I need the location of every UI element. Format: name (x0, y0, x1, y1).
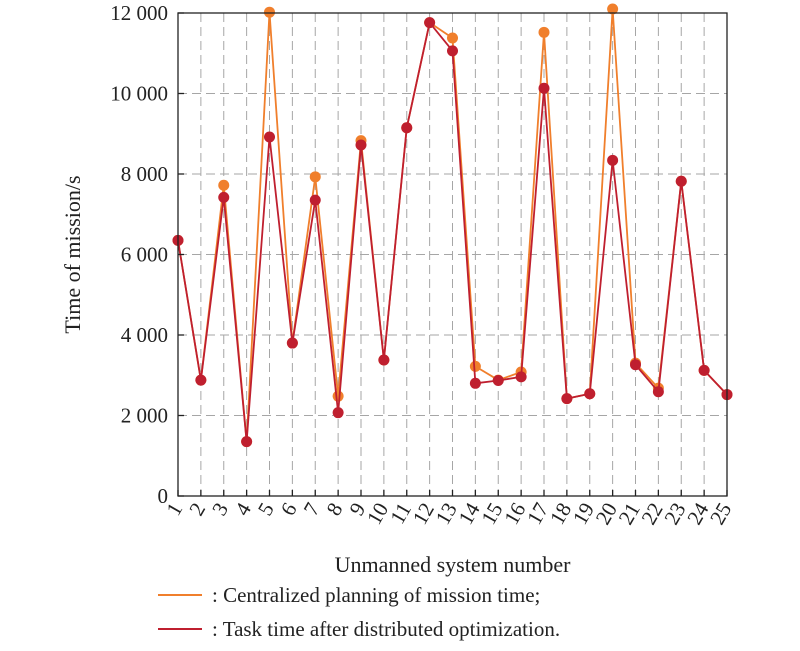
data-point (241, 436, 253, 448)
data-point (561, 393, 573, 405)
data-point (447, 45, 458, 57)
grid (178, 13, 727, 496)
x-tick-label: 6 (276, 499, 302, 520)
data-point (355, 139, 367, 151)
data-point (332, 407, 344, 419)
x-tick-label: 5 (253, 499, 279, 520)
y-tick-label: 10 000 (110, 82, 168, 106)
data-point (264, 6, 275, 18)
y-tick-label: 8 000 (121, 162, 168, 186)
data-point (675, 175, 687, 187)
data-point (332, 390, 344, 402)
data-point (538, 26, 550, 38)
data-point (447, 32, 458, 44)
y-axis-title: Time of mission/s (60, 175, 85, 333)
x-tick-label: 7 (299, 499, 325, 520)
data-point (401, 122, 413, 134)
x-tick-label: 4 (230, 498, 256, 520)
legend-label-centralized: : Centralized planning of mission time; (212, 583, 540, 607)
data-point (309, 171, 321, 183)
data-point (309, 194, 321, 206)
data-point (515, 371, 527, 383)
data-point (469, 377, 481, 389)
data-point (424, 17, 436, 29)
data-point (652, 386, 664, 398)
data-point (584, 388, 596, 400)
y-tick-label: 12 000 (110, 1, 168, 25)
y-tick-label: 6 000 (121, 243, 168, 267)
data-point (469, 360, 481, 372)
x-tick-label: 3 (207, 499, 233, 520)
data-point (218, 179, 230, 191)
x-tick-label: 1 (161, 499, 187, 520)
y-tick-label: 2 000 (121, 404, 168, 428)
data-point (698, 364, 710, 376)
y-tick-label: 0 (158, 484, 169, 508)
series-layer (172, 3, 733, 448)
data-point (538, 82, 550, 94)
y-axis-ticks: 0 2 000 4 000 6 000 8 000 10 000 12 000 (110, 1, 184, 508)
data-point (264, 131, 275, 143)
data-point (492, 374, 504, 386)
legend: : Centralized planning of mission time; … (158, 583, 560, 641)
data-point (607, 3, 619, 15)
data-point (607, 154, 619, 166)
data-point (286, 337, 298, 349)
x-tick-label: 8 (321, 499, 347, 520)
data-point (195, 374, 207, 386)
x-tick-label: 2 (184, 499, 210, 520)
data-point (630, 359, 641, 371)
data-point (378, 354, 390, 366)
data-point (218, 191, 230, 203)
y-tick-label: 4 000 (121, 323, 168, 347)
legend-label-distributed: : Task time after distributed optimizati… (212, 617, 560, 641)
x-axis-title: Unmanned system number (335, 552, 572, 577)
x-tick-label: 25 (705, 499, 736, 529)
